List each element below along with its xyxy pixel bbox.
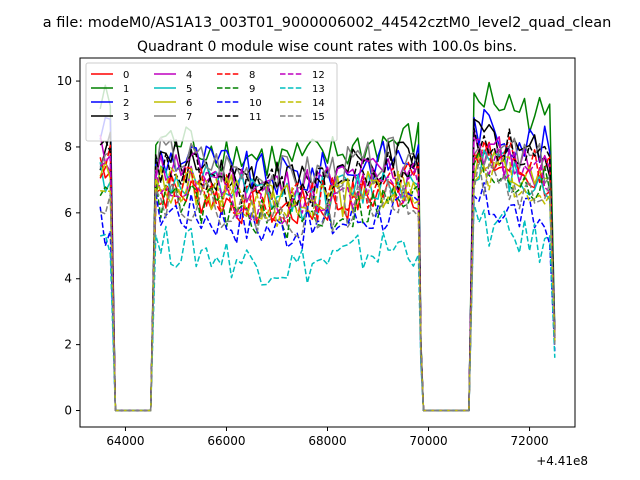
series-line-15 bbox=[99, 159, 556, 412]
x-axis: 64000 66000 68000 70000 72000 bbox=[106, 427, 549, 448]
legend-entry-7: 7 bbox=[154, 112, 192, 123]
legend-entry-9: 9 bbox=[217, 84, 255, 95]
legend-entry-6: 6 bbox=[154, 98, 192, 109]
legend-label: 11 bbox=[249, 112, 262, 123]
legend-entry-3: 3 bbox=[91, 112, 129, 123]
y-tick-label: 0 bbox=[64, 404, 72, 418]
legend-label: 10 bbox=[249, 98, 262, 109]
legend-entry-1: 1 bbox=[91, 84, 129, 95]
series-line-0 bbox=[99, 141, 556, 412]
legend-label: 0 bbox=[123, 70, 129, 81]
series-line-3 bbox=[99, 118, 556, 412]
series-line-14 bbox=[100, 156, 556, 412]
legend-label: 9 bbox=[249, 84, 255, 95]
legend-entry-2: 2 bbox=[91, 98, 129, 109]
series-line-2 bbox=[99, 108, 556, 412]
legend-label: 14 bbox=[312, 98, 325, 109]
y-tick-label: 4 bbox=[64, 272, 72, 286]
legend-label: 15 bbox=[312, 112, 325, 123]
y-tick-label: 2 bbox=[64, 338, 72, 352]
legend-label: 2 bbox=[123, 98, 129, 109]
figure-suptitle: a file: modeM0/AS1A13_003T01_9000006002_… bbox=[43, 15, 612, 31]
plot-lines bbox=[99, 81, 556, 412]
legend-label: 8 bbox=[249, 70, 255, 81]
legend-box bbox=[85, 62, 338, 142]
x-axis-offset-label: +4.41e8 bbox=[536, 454, 588, 468]
legend-label: 5 bbox=[186, 84, 192, 95]
legend-entry-11: 11 bbox=[217, 112, 262, 123]
x-tick-label: 70000 bbox=[409, 434, 447, 448]
legend-label: 1 bbox=[123, 84, 129, 95]
y-tick-label: 6 bbox=[64, 206, 72, 220]
y-tick-label: 10 bbox=[57, 74, 72, 88]
legend-label: 4 bbox=[186, 70, 192, 81]
legend-entry-0: 0 bbox=[91, 70, 129, 81]
series-line-11 bbox=[99, 127, 556, 412]
series-line-9 bbox=[99, 150, 556, 412]
y-tick-label: 8 bbox=[64, 140, 72, 154]
legend-label: 6 bbox=[186, 98, 192, 109]
x-tick-label: 64000 bbox=[106, 434, 144, 448]
legend-entry-15: 15 bbox=[280, 112, 325, 123]
legend-entry-5: 5 bbox=[154, 84, 192, 95]
x-tick-label: 68000 bbox=[308, 434, 346, 448]
legend-entry-4: 4 bbox=[154, 70, 192, 81]
series-line-13 bbox=[100, 202, 556, 412]
legend-label: 13 bbox=[312, 84, 325, 95]
legend-label: 3 bbox=[123, 112, 129, 123]
legend-entry-10: 10 bbox=[217, 98, 262, 109]
legend-entry-12: 12 bbox=[280, 70, 325, 81]
legend-entry-13: 13 bbox=[280, 84, 325, 95]
y-axis: 0 2 4 6 8 10 bbox=[57, 74, 80, 418]
legend-entry-14: 14 bbox=[280, 98, 325, 109]
legend-entry-8: 8 bbox=[217, 70, 255, 81]
x-tick-label: 72000 bbox=[510, 434, 548, 448]
chart-title: Quadrant 0 module wise count rates with … bbox=[137, 39, 517, 55]
legend-label: 12 bbox=[312, 70, 325, 81]
legend-label: 7 bbox=[186, 112, 192, 123]
x-tick-label: 66000 bbox=[207, 434, 245, 448]
